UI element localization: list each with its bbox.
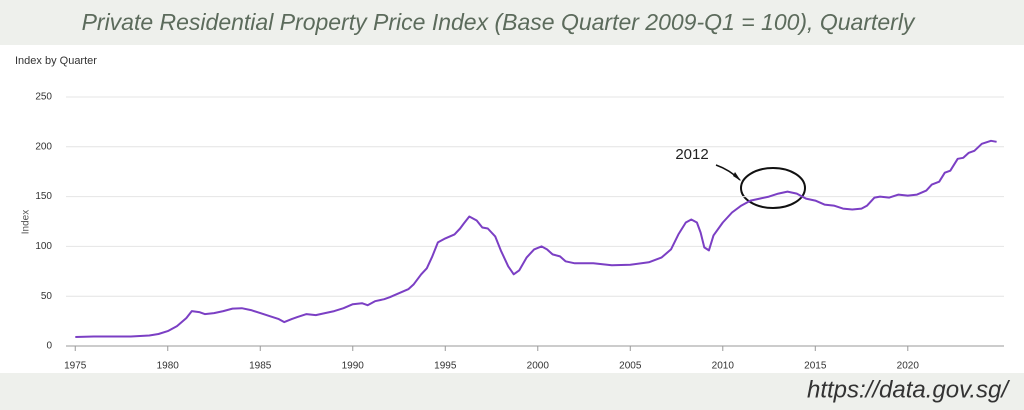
y-tick-label: 250 [35,92,52,103]
chart-title: Private Residential Property Price Index… [82,9,916,35]
annotation-circle [740,167,806,209]
x-tick-label: 2000 [527,361,550,372]
annotation: 2012 [675,146,708,163]
y-tick-label: 150 [35,191,52,202]
x-tick-label: 2020 [897,361,920,372]
x-tick-label: 2010 [712,361,735,372]
y-tick-label: 50 [41,291,53,302]
x-tick-label: 1980 [157,361,180,372]
panel [0,45,1024,373]
x-tick-label: 2005 [619,361,642,372]
y-axis-label: Index [21,210,32,234]
y-tick-label: 100 [35,241,52,252]
line [75,139,997,338]
x-tick-label: 2015 [804,361,827,372]
x-tick-label: 1975 [64,361,87,372]
x-tick-label: 1990 [342,361,365,372]
subtitle: Index by Quarter [15,55,97,67]
source: https://data.gov.sg/ [807,376,1010,403]
annotation-arrowhead [733,172,741,181]
x-tick-label: 1985 [249,361,272,372]
x-tick-label: 1995 [434,361,457,372]
y-tick-label: 200 [35,141,52,152]
y-tick-label: 0 [46,341,52,352]
